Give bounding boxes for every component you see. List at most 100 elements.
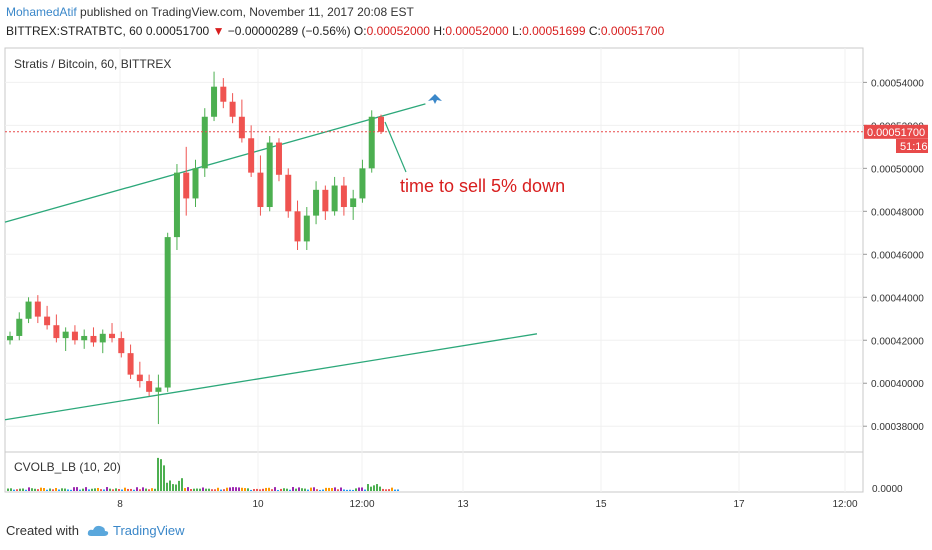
down-arrow-icon: ▼ xyxy=(212,24,225,38)
volume-bar xyxy=(316,489,318,491)
candle-body xyxy=(248,138,255,173)
volume-bar xyxy=(259,489,261,491)
chart-title: Stratis / Bitcoin, 60, BITTREX xyxy=(14,57,171,71)
volume-bar xyxy=(313,487,315,491)
volume-bar xyxy=(202,487,204,491)
volume-bar xyxy=(196,488,198,491)
volume-bar xyxy=(70,489,72,491)
candle-body xyxy=(368,116,375,169)
published-text: published on TradingView.com, November 1… xyxy=(80,5,414,19)
volume-bar xyxy=(268,487,270,491)
volume-bar xyxy=(190,489,192,491)
indicator-label: CVOLB_LB (10, 20) xyxy=(14,460,121,474)
volume-bar xyxy=(178,480,180,491)
price-chart[interactable]: 0.00054000 0.00052000 0.00050000 0.00048000… xyxy=(0,0,932,518)
candle-body xyxy=(294,211,301,242)
volume-bar xyxy=(106,487,108,491)
volume-bar xyxy=(64,488,66,491)
candle-body xyxy=(81,335,88,341)
volume-bar xyxy=(217,487,219,491)
volume-bar xyxy=(118,489,120,491)
volume-bar xyxy=(85,487,87,491)
volume-bar xyxy=(310,487,312,491)
tradingview-logo[interactable]: TradingView xyxy=(87,523,185,538)
volume-bar xyxy=(142,487,144,491)
svg-text:0.00051700: 0.00051700 xyxy=(867,127,925,139)
candle-body xyxy=(350,198,357,208)
candle-body xyxy=(220,86,227,102)
volume-bar xyxy=(367,484,369,491)
price-tick-label: 0.00044000 xyxy=(871,293,924,304)
last-price-tag: 0.00051700 xyxy=(864,124,928,139)
candle-body xyxy=(313,189,320,216)
close-value: 0.00051700 xyxy=(600,24,665,38)
volume-bar xyxy=(352,489,354,491)
candle-body xyxy=(25,301,32,319)
volume-bar xyxy=(256,488,258,491)
time-tick-label: 12:00 xyxy=(832,499,857,510)
volume-bar xyxy=(181,478,183,491)
volume-bar xyxy=(235,487,237,491)
volume-bar xyxy=(220,489,222,491)
candle-body xyxy=(192,168,199,199)
price-tick-label: 0.00040000 xyxy=(871,379,924,390)
countdown-tag: 51:16 xyxy=(896,139,928,153)
price-tick-label: 0.00042000 xyxy=(871,336,924,347)
symbol-label: BITTREX:STRATBTC, 60 xyxy=(6,24,143,38)
volume-bar xyxy=(97,487,99,491)
volume-bar xyxy=(139,489,141,491)
volume-bar xyxy=(82,488,84,491)
candle-body xyxy=(34,301,41,317)
volume-bar xyxy=(277,489,279,491)
volume-bar xyxy=(130,488,132,491)
candle-body xyxy=(155,387,162,392)
volume-bar xyxy=(112,489,114,491)
volume-bar xyxy=(124,487,126,491)
volume-bar xyxy=(364,489,366,491)
volume-bar xyxy=(253,489,255,491)
volume-bar xyxy=(103,489,105,491)
brand-name: TradingView xyxy=(112,523,185,538)
trendline-upper xyxy=(4,103,426,223)
volume-bar xyxy=(322,489,324,491)
time-tick-label: 12:00 xyxy=(349,499,374,510)
volume-bar xyxy=(58,489,60,491)
volume-bar xyxy=(193,488,195,491)
price-tick-label: 0.00054000 xyxy=(871,78,924,89)
volume-bar xyxy=(283,488,285,491)
volume-bar xyxy=(67,489,69,491)
candle-body xyxy=(53,325,60,339)
volume-bar xyxy=(226,487,228,491)
candles xyxy=(7,71,384,425)
volume-bar xyxy=(307,489,309,491)
time-tick-label: 10 xyxy=(252,499,264,510)
callout-line[interactable] xyxy=(384,121,407,173)
volume-bar xyxy=(52,489,54,491)
volume-bar xyxy=(175,484,177,491)
volume-bar xyxy=(361,487,363,491)
volume-bar xyxy=(229,487,231,491)
volume-bar xyxy=(295,488,297,491)
indicator-pane xyxy=(4,451,864,493)
annotation-text[interactable]: time to sell 5% down xyxy=(400,176,565,196)
volume-bar xyxy=(169,480,171,491)
volume-bar xyxy=(205,488,207,491)
trendlines[interactable] xyxy=(4,103,538,421)
price-pane xyxy=(4,47,864,453)
volume-bar xyxy=(88,489,90,491)
volume-bar xyxy=(13,489,15,491)
volume-bar xyxy=(343,489,345,491)
volume-bar xyxy=(340,487,342,491)
volume-bar xyxy=(208,488,210,491)
author-link[interactable]: MohamedAtif xyxy=(6,5,77,19)
volume-bar xyxy=(328,487,330,491)
volume-bar xyxy=(346,489,348,491)
volume-bar xyxy=(250,489,252,491)
volume-bar xyxy=(163,465,165,491)
candle-body xyxy=(201,116,208,169)
volume-bar xyxy=(61,488,63,491)
candle-body xyxy=(331,185,338,212)
volume-bar xyxy=(187,487,189,491)
volume-bar xyxy=(25,489,27,491)
arrow-up-icon[interactable] xyxy=(428,94,442,104)
